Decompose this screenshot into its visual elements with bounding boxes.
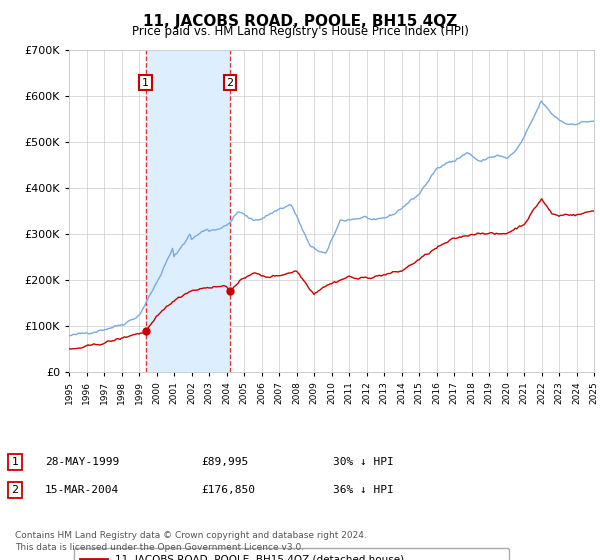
Text: 36% ↓ HPI: 36% ↓ HPI <box>333 485 394 495</box>
Text: 1: 1 <box>11 457 19 467</box>
Text: 2: 2 <box>226 78 233 87</box>
Text: 15-MAR-2004: 15-MAR-2004 <box>45 485 119 495</box>
Text: Price paid vs. HM Land Registry's House Price Index (HPI): Price paid vs. HM Land Registry's House … <box>131 25 469 38</box>
Text: 11, JACOBS ROAD, POOLE, BH15 4QZ: 11, JACOBS ROAD, POOLE, BH15 4QZ <box>143 14 457 29</box>
Text: 28-MAY-1999: 28-MAY-1999 <box>45 457 119 467</box>
Text: 1: 1 <box>142 78 149 87</box>
Text: Contains HM Land Registry data © Crown copyright and database right 2024.
This d: Contains HM Land Registry data © Crown c… <box>15 531 367 552</box>
Text: £176,850: £176,850 <box>201 485 255 495</box>
Legend: 11, JACOBS ROAD, POOLE, BH15 4QZ (detached house), HPI: Average price, detached : 11, JACOBS ROAD, POOLE, BH15 4QZ (detach… <box>74 548 509 560</box>
Text: £89,995: £89,995 <box>201 457 248 467</box>
Bar <box>146 50 230 372</box>
Text: 30% ↓ HPI: 30% ↓ HPI <box>333 457 394 467</box>
Text: 2: 2 <box>11 485 19 495</box>
